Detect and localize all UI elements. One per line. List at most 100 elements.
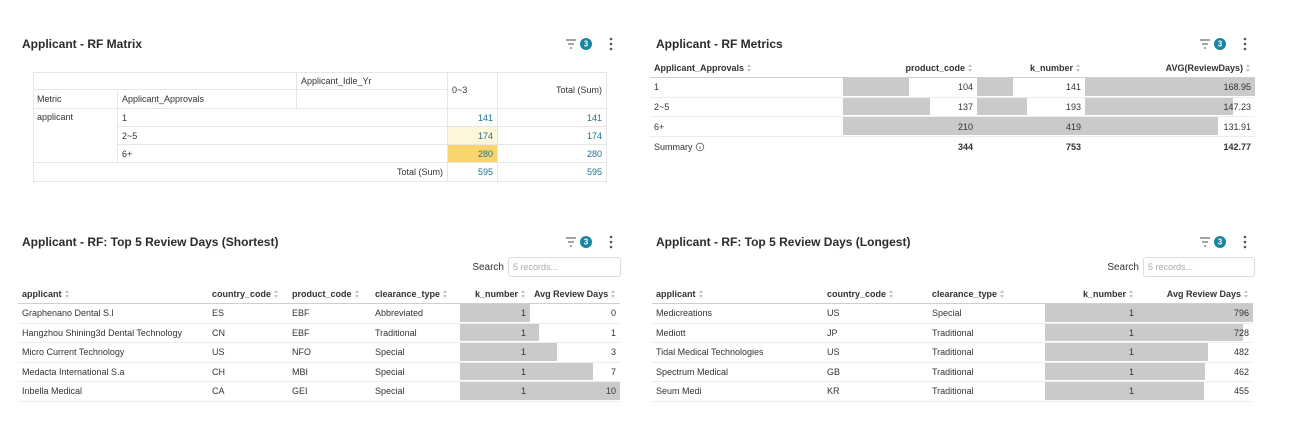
table-cell-cell: US — [823, 304, 928, 324]
menu-dot — [609, 37, 613, 41]
table-cell: EBF — [292, 327, 310, 338]
filter-badge — [580, 236, 592, 248]
cell-bar — [530, 382, 620, 400]
table-cell: Special — [375, 366, 405, 377]
table-cell: Special — [375, 347, 405, 358]
filter-icon[interactable] — [1200, 237, 1210, 247]
sort-icon[interactable] — [64, 290, 70, 298]
filter-count: 3 — [584, 238, 589, 247]
sort-icon[interactable] — [443, 290, 448, 298]
table-cell-cell: CN — [208, 324, 288, 343]
pivot-total-value: 595 — [477, 167, 493, 177]
search-input-cell[interactable]: 5 records... — [1143, 257, 1255, 277]
sort-icon[interactable] — [1129, 290, 1134, 298]
column-header: country_code — [827, 289, 887, 299]
cell-bar — [460, 323, 530, 341]
column-header: AVG(ReviewDays) — [1165, 63, 1243, 73]
sort-icon[interactable] — [889, 290, 894, 298]
sort-icon[interactable] — [274, 290, 279, 298]
sort-icon[interactable] — [1244, 290, 1249, 298]
table-cell: Special — [932, 308, 962, 319]
pivot-row-header-cell: Applicant_Approvals — [118, 90, 297, 109]
table-cell-cell: 1 — [1045, 382, 1138, 402]
cell-bar — [530, 343, 557, 361]
summary-label: Summary — [654, 142, 693, 152]
table-cell: 1 — [1128, 366, 1134, 377]
table-cell-cell: 104 — [843, 78, 977, 98]
table-cell: Seum Medi — [656, 386, 702, 397]
sort-icon[interactable] — [521, 290, 526, 298]
pivot-row-total: 174 — [586, 130, 602, 141]
pivot-total-label: Total (Sum) — [396, 167, 443, 177]
menu-dot — [1243, 245, 1247, 249]
table-cell-cell: JP — [823, 324, 928, 343]
table-cell: Micro Current Technology — [22, 347, 125, 358]
table-cell-cell: GEI — [288, 382, 371, 402]
cell-bar — [1045, 362, 1138, 380]
search-label-cell: Search — [1103, 258, 1143, 276]
table-cell: NFO — [292, 347, 311, 358]
table-cell: 1 — [1128, 347, 1134, 358]
column-header: Applicant_Approvals — [654, 63, 745, 73]
pivot-column-value-cell: 0~3 — [448, 72, 498, 109]
filter-icon[interactable] — [1200, 39, 1210, 49]
cell-bar — [843, 97, 931, 116]
sort-icon[interactable] — [354, 290, 360, 298]
table-cell: Traditional — [932, 366, 974, 377]
pivot-row-label: 1 — [122, 112, 128, 123]
sort-icon[interactable] — [611, 290, 616, 298]
column-header-cell: country_code — [208, 285, 288, 304]
cell-bar — [530, 362, 593, 380]
pivot-value: 280 — [477, 148, 493, 159]
column-header-cell: clearance_type — [928, 285, 1045, 304]
pivot-value-cell: 174 — [448, 127, 498, 145]
column-header: country_code — [212, 289, 272, 299]
table-cell: GEI — [292, 386, 308, 397]
panel-controls: 3 — [566, 235, 613, 249]
table-cell-cell: 210 — [843, 117, 977, 138]
table-cell: 482 — [1233, 347, 1249, 358]
info-icon[interactable] — [695, 142, 705, 152]
filter-icon[interactable] — [566, 237, 576, 247]
table-cell: Spectrum Medical — [656, 366, 729, 377]
menu-icon[interactable] — [1243, 235, 1247, 249]
table-cell: US — [827, 347, 840, 358]
menu-icon[interactable] — [609, 37, 613, 51]
sort-icon[interactable] — [747, 64, 752, 72]
table-cell-cell: Abbreviated — [371, 304, 460, 324]
pivot-row-total: 141 — [586, 112, 602, 123]
summary-value: 344 — [957, 142, 973, 152]
table-cell: Medacta International S.a — [22, 366, 125, 377]
sort-icon[interactable] — [1246, 64, 1251, 72]
panel-title: Applicant - RF: Top 5 Review Days (Short… — [22, 233, 422, 251]
sort-icon[interactable] — [698, 290, 704, 298]
table-cell: 462 — [1233, 366, 1249, 377]
panel-title-text: Applicant - RF Matrix — [22, 37, 143, 51]
menu-dot — [1243, 240, 1247, 244]
filter-icon[interactable] — [566, 39, 576, 49]
table-cell-cell: 1 — [650, 78, 843, 98]
pivot-column-header-cell: Applicant_Idle_Yr — [297, 72, 448, 90]
column-header-cell: k_number — [460, 285, 530, 304]
table-cell: 104 — [957, 82, 973, 93]
panel-title-text: Applicant - RF: Top 5 Review Days (Short… — [22, 235, 279, 249]
filter-badge — [580, 38, 592, 50]
table-cell-cell: 1 — [1045, 323, 1138, 343]
table-cell-cell: 796 — [1138, 304, 1253, 324]
sort-icon[interactable] — [1076, 64, 1081, 72]
search-input-cell[interactable]: 5 records... — [508, 257, 621, 277]
summary-value: 753 — [1065, 142, 1081, 152]
menu-icon[interactable] — [1243, 37, 1247, 51]
sort-icon[interactable] — [968, 64, 973, 72]
sort-icon[interactable] — [1000, 290, 1005, 298]
table-cell-cell: 1 — [1045, 343, 1138, 363]
pivot-metric-cell: applicant — [33, 109, 118, 163]
column-header: k_number — [1029, 63, 1073, 73]
menu-icon[interactable] — [609, 235, 613, 249]
cell-bar — [1138, 382, 1204, 400]
filter-badge — [1214, 38, 1226, 50]
column-header-cell: product_code — [288, 285, 371, 304]
cell-bar — [1085, 97, 1234, 116]
table-cell: 728 — [1233, 327, 1249, 338]
